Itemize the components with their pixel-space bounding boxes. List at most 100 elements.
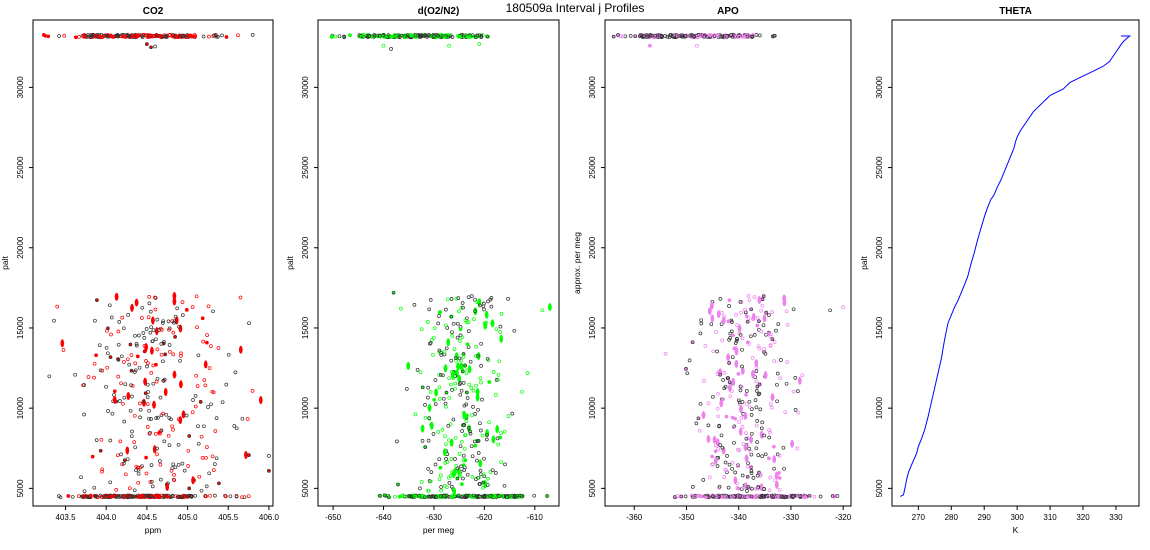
data-point-co2 <box>156 415 160 420</box>
data-point-o2n2 <box>427 416 432 420</box>
panel-theta: THETA K palt 270 280 290 300 310 320 330 5000 10… <box>859 6 1140 535</box>
data-point-o2n2 <box>431 432 436 436</box>
x-tick-label-apo: -340 <box>731 513 748 522</box>
data-point-cluster-co2 <box>172 370 177 379</box>
data-point-o2n2 <box>433 462 438 467</box>
data-point-co2 <box>144 494 149 499</box>
data-point-apo <box>727 304 731 308</box>
data-point-co2 <box>234 494 239 499</box>
data-point-co2 <box>57 34 61 38</box>
data-point-cluster-o2n2 <box>485 429 489 438</box>
data-point-co2 <box>179 351 183 356</box>
data-point-apo <box>751 476 756 480</box>
data-point-o2n2 <box>403 35 408 39</box>
data-point-co2 <box>147 295 152 299</box>
data-point-co2 <box>147 416 151 421</box>
data-point-apo <box>699 321 704 326</box>
x-tick-label-theta: 270 <box>912 513 926 522</box>
data-point-co2 <box>134 342 139 346</box>
data-point-cluster-o2n2 <box>451 370 455 379</box>
x-tick-label-theta: 310 <box>1043 513 1057 522</box>
data-point-o2n2 <box>477 42 482 46</box>
data-point-o2n2 <box>462 468 467 472</box>
data-point-apo <box>750 34 755 39</box>
data-point-cluster-co2 <box>125 446 130 455</box>
data-point-o2n2 <box>450 388 454 392</box>
data-point-co2 <box>109 332 113 337</box>
data-point-cluster-co2 <box>259 396 263 405</box>
data-point-o2n2 <box>461 476 465 481</box>
data-point-cluster-o2n2 <box>452 487 457 496</box>
data-point-co2 <box>73 372 78 377</box>
data-point-o2n2 <box>404 387 409 391</box>
data-point-co2 <box>133 361 138 366</box>
data-point-apo <box>749 452 754 457</box>
data-point-o2n2 <box>499 460 503 465</box>
y-axis-label-co2: palt <box>0 256 10 270</box>
data-point-apo <box>702 34 707 39</box>
data-point-co2 <box>82 33 87 37</box>
data-point-o2n2 <box>438 309 443 314</box>
data-point-cluster-o2n2 <box>467 424 472 433</box>
data-point-apo <box>711 394 715 399</box>
data-point-co2 <box>126 313 130 317</box>
data-point-apo <box>772 466 776 471</box>
data-point-apo <box>841 305 846 309</box>
data-point-apo <box>644 35 649 39</box>
data-point-apo <box>755 419 760 423</box>
data-point-apo <box>720 338 725 343</box>
data-point-cluster-apo <box>714 456 718 465</box>
data-point-o2n2 <box>428 479 433 484</box>
data-point-co2 <box>146 361 150 365</box>
data-point-o2n2 <box>494 378 499 382</box>
data-point-apo <box>777 471 781 475</box>
data-point-cluster-apo <box>751 370 755 378</box>
data-point-co2 <box>204 484 209 489</box>
data-point-co2 <box>173 465 178 470</box>
data-point-co2 <box>171 427 175 432</box>
data-point-o2n2 <box>437 385 442 390</box>
data-point-co2 <box>123 382 128 387</box>
y-tick-label-apo: 20000 <box>588 236 597 259</box>
x-tick-label-co2: 403.5 <box>56 513 77 522</box>
data-point-cluster-apo <box>701 411 706 420</box>
data-point-cluster-apo <box>749 435 753 444</box>
data-point-co2 <box>172 320 176 325</box>
plot-frame-co2 <box>32 19 274 507</box>
data-point-apo <box>784 309 789 314</box>
data-point-co2 <box>92 485 97 490</box>
data-point-o2n2 <box>427 307 432 312</box>
data-point-co2 <box>195 384 200 388</box>
y-tick-label-o2n2: 20000 <box>301 236 310 259</box>
data-point-cluster-apo <box>798 376 802 385</box>
data-point-o2n2 <box>461 410 466 415</box>
data-point-apo <box>769 402 773 406</box>
data-point-cluster-apo <box>708 307 712 316</box>
data-point-co2 <box>153 44 157 49</box>
data-point-o2n2 <box>495 436 500 441</box>
data-point-o2n2 <box>449 484 454 489</box>
data-point-co2 <box>66 494 71 498</box>
data-point-o2n2 <box>482 307 486 312</box>
profile-line-theta <box>899 36 1130 497</box>
data-point-o2n2 <box>482 456 486 461</box>
data-point-o2n2 <box>487 420 491 425</box>
data-point-co2 <box>127 493 131 498</box>
data-point-apo <box>745 495 750 499</box>
data-point-co2 <box>155 347 160 352</box>
data-point-apo <box>730 460 735 465</box>
data-point-o2n2 <box>478 482 482 486</box>
data-point-co2 <box>122 360 126 364</box>
data-point-o2n2 <box>441 396 446 401</box>
data-point-co2 <box>207 471 212 476</box>
data-point-co2 <box>167 443 172 448</box>
data-point-o2n2 <box>466 320 471 324</box>
data-point-cluster-o2n2 <box>495 425 500 434</box>
data-point-apo <box>745 474 750 479</box>
data-point-apo <box>724 495 728 500</box>
data-point-o2n2 <box>478 421 482 426</box>
data-point-co2 <box>144 471 149 476</box>
data-point-o2n2 <box>425 320 430 324</box>
data-point-apo <box>741 34 746 39</box>
